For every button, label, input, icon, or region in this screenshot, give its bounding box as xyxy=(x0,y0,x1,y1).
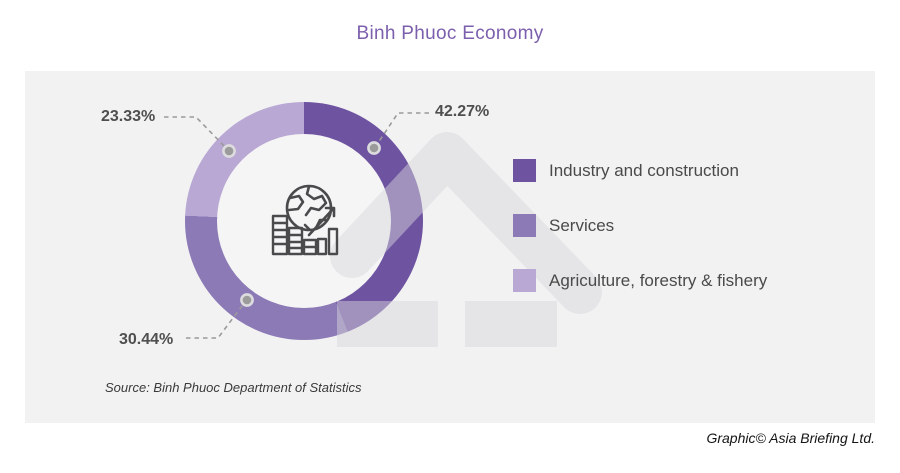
legend: Industry and construction Services Agric… xyxy=(513,159,767,324)
page-title: Binh Phuoc Economy xyxy=(356,23,544,44)
legend-label-industry: Industry and construction xyxy=(549,160,739,180)
legend-swatch-agriculture xyxy=(513,269,536,292)
label-services-pct: 30.44% xyxy=(119,331,174,348)
legend-item-industry: Industry and construction xyxy=(513,159,767,182)
source-note: Source: Binh Phuoc Department of Statist… xyxy=(105,380,362,395)
legend-swatch-industry xyxy=(513,159,536,182)
label-industry-pct: 42.27% xyxy=(435,103,490,120)
legend-label-agriculture: Agriculture, forestry & fishery xyxy=(549,270,768,290)
label-agriculture-pct: 23.33% xyxy=(101,108,156,125)
donut-hole xyxy=(217,134,391,308)
legend-swatch-services xyxy=(513,214,536,237)
credit-line: Graphic© Asia Briefing Ltd. xyxy=(706,430,875,446)
chart-card: 42.27% 30.44% 23.33% Industry and constr… xyxy=(25,71,875,423)
legend-label-services: Services xyxy=(549,215,615,235)
legend-item-services: Services xyxy=(513,214,767,237)
globe-economy-growth-icon xyxy=(271,184,339,256)
legend-item-agriculture: Agriculture, forestry & fishery xyxy=(513,269,767,292)
